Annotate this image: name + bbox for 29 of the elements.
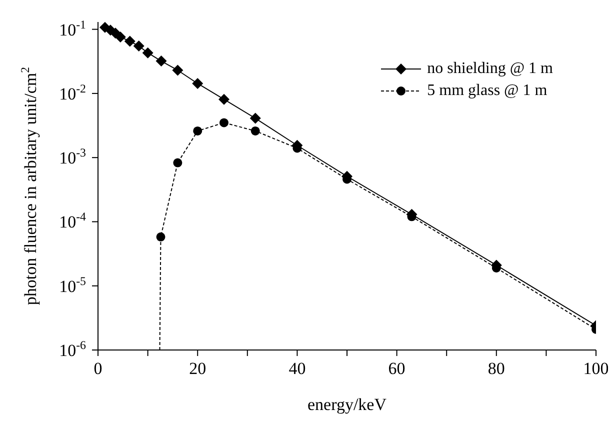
point [114,31,126,42]
point [173,158,182,168]
point [156,56,167,67]
point [219,118,228,128]
point [172,64,184,76]
y-tick-label: 10$^{-4}$ [59,210,86,232]
y-tick-label: 10$^{-3}$ [59,146,86,168]
x-tick-label: 0 [94,359,102,378]
x-tick-label: 80 [488,359,505,378]
point [193,126,202,136]
x-axis-title: energy/keV [308,395,388,414]
point [192,78,204,89]
y-tick-label: 10$^{-2}$ [59,81,86,104]
y-tick-label: 10$^{-6}$ [59,338,86,360]
x-tick-label: 60 [388,359,406,378]
x-tick-label: 100 [583,359,609,378]
legend-label: no shielding @ 1 m [427,60,553,78]
legend-label: 5 mm glass @ 1 m [427,82,548,100]
y-tick-label: 10$^{-1}$ [59,17,86,40]
point [124,36,136,47]
y-tick-label: 10$^{-5}$ [59,274,86,296]
x-tick-label: 20 [189,359,206,378]
point [156,232,166,242]
point [250,126,260,136]
point [250,112,261,124]
point [218,94,230,105]
x-tick-label: 40 [288,359,306,378]
point [142,47,154,58]
point [133,40,144,52]
